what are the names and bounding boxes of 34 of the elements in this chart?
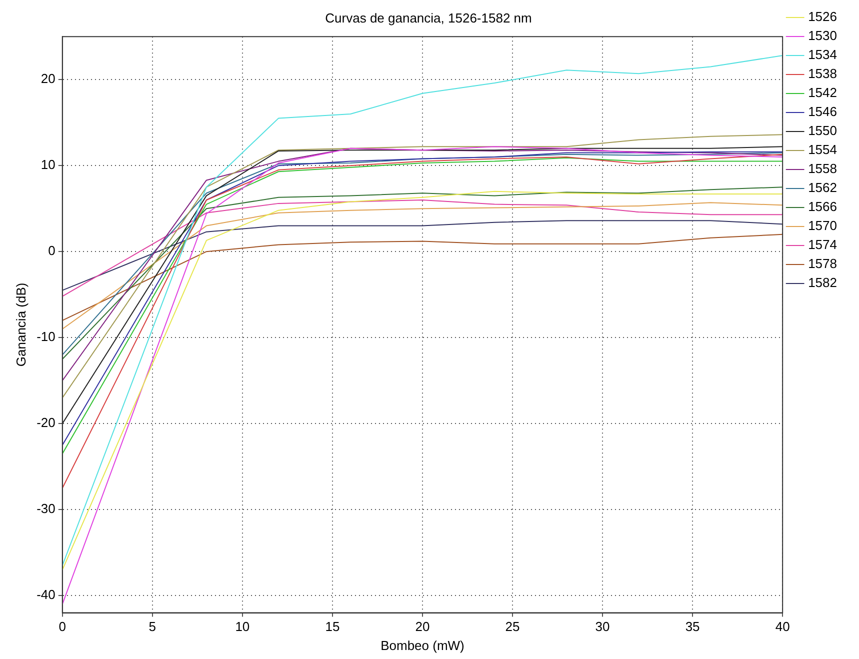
x-tick-label: 25: [505, 619, 520, 634]
x-tick-label: 0: [58, 619, 66, 634]
y-tick-label: 10: [40, 157, 56, 172]
legend-label: 1574: [808, 237, 837, 252]
x-tick-label: 30: [595, 619, 610, 634]
x-axis-title: Bombeo (mW): [380, 638, 464, 653]
y-axis-title: Ganancia (dB): [13, 282, 28, 367]
legend-label: 1578: [808, 256, 837, 272]
y-tick-label: -20: [36, 415, 56, 430]
y-tick-label: 0: [48, 243, 56, 258]
legend-label: 1542: [808, 85, 837, 100]
legend-label: 1554: [808, 142, 837, 158]
x-tick-label: 35: [685, 619, 700, 634]
y-tick-label: -10: [36, 329, 56, 344]
x-tick-label: 20: [415, 619, 430, 634]
legend-label: 1566: [808, 199, 837, 214]
legend-label: 1570: [808, 218, 837, 234]
x-tick-label: 10: [235, 619, 250, 634]
y-tick-label: -30: [36, 501, 56, 516]
legend-label: 1558: [808, 161, 837, 176]
chart-title: Curvas de ganancia, 1526-1582 nm: [325, 10, 532, 26]
legend-label: 1530: [808, 28, 837, 44]
legend-label: 1534: [808, 47, 837, 62]
x-tick-label: 5: [148, 619, 156, 634]
legend-label: 1538: [808, 66, 837, 82]
legend-label: 1550: [808, 123, 837, 138]
legend-label: 1546: [808, 104, 837, 120]
x-tick-label: 15: [325, 619, 340, 634]
x-tick-label: 40: [775, 619, 790, 634]
legend-label: 1582: [808, 275, 837, 290]
legend-label: 1562: [808, 180, 837, 196]
y-tick-label: 20: [40, 71, 56, 86]
y-tick-label: -40: [36, 587, 56, 602]
legend-label: 1526: [808, 9, 837, 24]
